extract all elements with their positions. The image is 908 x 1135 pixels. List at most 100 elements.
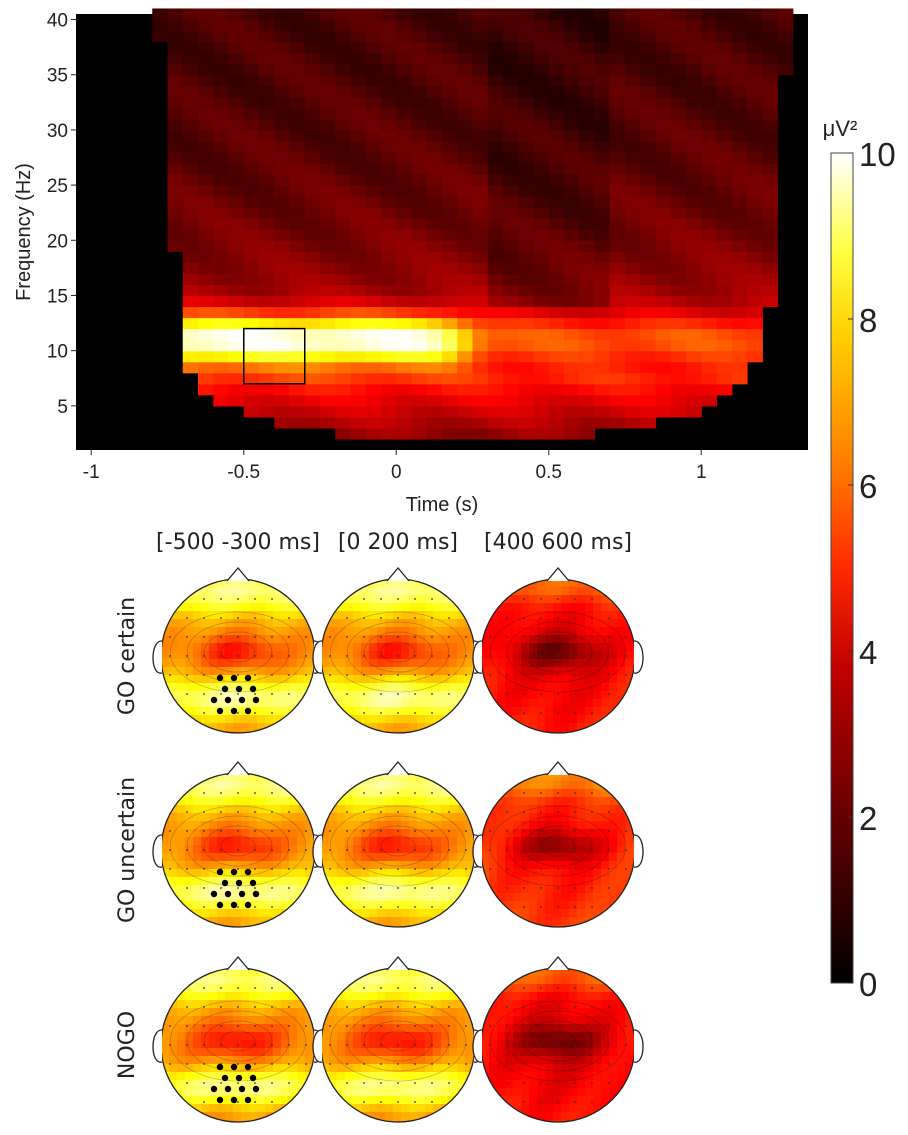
- topo-cell: [401, 691, 410, 700]
- topo-cell: [273, 781, 282, 790]
- tf-cell: [198, 8, 214, 21]
- topo-cell: [433, 675, 442, 684]
- topo-cell: [545, 627, 554, 636]
- topo-cell: [273, 611, 282, 620]
- tf-cell: [396, 284, 413, 297]
- topo-cell: [225, 909, 234, 918]
- tf-cell: [686, 284, 702, 297]
- tf-cell: [335, 107, 352, 120]
- tf-cell: [442, 8, 458, 21]
- topo-cell: [233, 909, 242, 918]
- electrode-dot: [203, 830, 205, 832]
- topo-cell: [433, 885, 442, 894]
- topo-cell: [529, 893, 538, 902]
- tf-cell: [533, 317, 550, 330]
- tf-cell: [533, 416, 550, 429]
- tf-cell: [228, 240, 245, 252]
- topo-cell: [289, 579, 298, 588]
- electrode-dot: [220, 849, 222, 851]
- topo-cell: [233, 837, 242, 846]
- topo-cell: [385, 861, 394, 870]
- electrode-dot: [397, 830, 399, 832]
- topo-cell: [625, 805, 634, 814]
- roi-electrode: [249, 685, 257, 693]
- tf-cell: [747, 96, 763, 109]
- tf-cell: [777, 52, 794, 65]
- topo-map: [312, 955, 484, 1123]
- topo-cell: [433, 925, 442, 927]
- topo-cell: [369, 627, 378, 636]
- topo-cell: [249, 805, 258, 814]
- topo-cell: [433, 805, 442, 814]
- topo-cell: [321, 691, 330, 700]
- topo-cell: [569, 869, 578, 878]
- electrode-dot: [523, 887, 525, 889]
- topo-cell: [361, 587, 370, 596]
- topo-cell: [225, 992, 234, 1001]
- topo-cell: [185, 1072, 194, 1081]
- tf-cell: [548, 350, 565, 363]
- tf-cell: [518, 306, 535, 319]
- topo-cell: [313, 707, 315, 716]
- topo-cell: [513, 797, 522, 806]
- tf-cell: [381, 394, 397, 407]
- topo-cell: [385, 813, 394, 822]
- tf-cell: [503, 185, 519, 197]
- tf-cell: [670, 306, 687, 319]
- tf-cell: [503, 207, 519, 219]
- tf-cell: [213, 174, 230, 186]
- topo-cell: [401, 619, 410, 628]
- topo-cell: [161, 579, 170, 588]
- topo-map: [152, 955, 324, 1123]
- topo-cell: [209, 651, 218, 660]
- topo-cell: [289, 683, 298, 692]
- tf-cell: [503, 8, 519, 21]
- topo-cell: [289, 1096, 298, 1105]
- topo-cell: [297, 731, 306, 733]
- electrode-dot: [489, 868, 491, 870]
- tf-cell: [198, 107, 214, 120]
- topo-cell: [401, 667, 410, 676]
- left-ear-outline: [472, 834, 483, 868]
- topo-cell: [289, 813, 298, 822]
- topo-cell: [361, 699, 370, 708]
- tf-cell: [533, 361, 550, 374]
- electrode-dot: [523, 617, 525, 619]
- topo-cell: [521, 619, 530, 628]
- topo-cell: [537, 917, 546, 926]
- topo-cell: [569, 805, 578, 814]
- roi-electrode: [244, 1096, 252, 1104]
- topo-cell: [273, 976, 282, 985]
- topo-cell: [393, 829, 402, 838]
- topo-cell: [345, 651, 354, 660]
- tf-cell: [472, 372, 489, 385]
- topo-cell: [217, 611, 226, 620]
- tf-cell: [289, 372, 306, 385]
- electrode-dot: [237, 1025, 239, 1027]
- topo-cell: [545, 773, 554, 782]
- electrode-dot: [380, 811, 382, 813]
- topo-cell: [273, 635, 282, 644]
- electrode-dot: [608, 811, 610, 813]
- topo-cell: [353, 901, 362, 910]
- tf-cell: [655, 328, 672, 341]
- tf-cell: [579, 229, 596, 241]
- electrode-dot: [237, 849, 239, 851]
- tf-cell: [457, 8, 474, 21]
- topo-cell: [449, 992, 458, 1001]
- tf-cell: [487, 394, 504, 407]
- tf-cell: [533, 118, 550, 131]
- tf-cell: [609, 74, 626, 87]
- topo-cell: [497, 829, 506, 838]
- tf-cell: [198, 30, 214, 43]
- tf-cell: [442, 196, 458, 208]
- tf-cell: [426, 328, 443, 341]
- topo-cell: [497, 683, 506, 692]
- tf-cell: [243, 30, 260, 43]
- topo-cell: [385, 901, 394, 910]
- electrode-dot: [506, 674, 508, 676]
- tf-cell: [579, 107, 596, 120]
- topo-cell: [561, 917, 570, 926]
- topo-cell: [601, 869, 610, 878]
- topo-cell: [481, 579, 490, 588]
